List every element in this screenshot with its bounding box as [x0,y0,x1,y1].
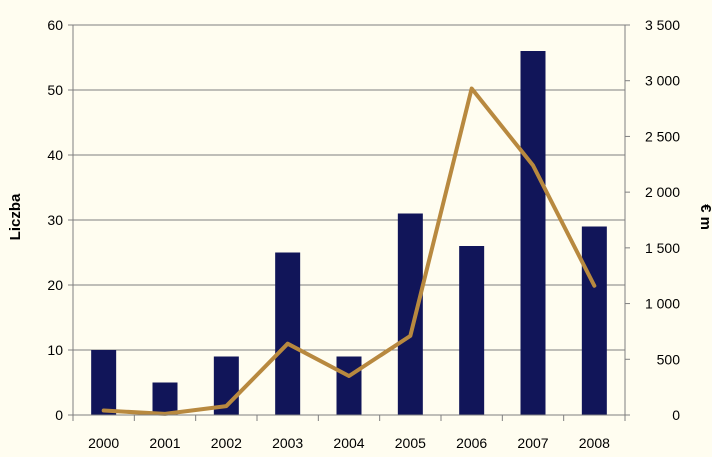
y-left-tick-label: 20 [47,277,63,293]
bar-2005 [397,213,423,415]
bar-2007 [520,51,546,415]
x-tick-label: 2007 [517,435,548,451]
bar-series [91,51,607,415]
y-left-tick-label: 60 [47,17,63,33]
x-tick-label: 2000 [88,435,119,451]
bar-2006 [459,246,485,415]
y-right-tick-label: 0 [672,407,680,423]
y-left-tick-label: 10 [47,342,63,358]
y-right-tick-label: 3 000 [645,73,680,89]
y-right-tick-label: 1 500 [645,240,680,256]
y-right-tick-label: 2 500 [645,128,680,144]
bar-2001 [152,382,178,415]
y-right-tick-label: 500 [657,351,681,367]
bar-2003 [275,252,301,415]
x-tick-label: 2008 [579,435,610,451]
x-tick-label: 2006 [456,435,487,451]
line-series [101,86,597,416]
y-right-tick-label: 2 000 [645,184,680,200]
y-axis-right-title: € m [697,204,712,230]
x-tick-label: 2002 [211,435,242,451]
y-right-tick-label: 1 000 [645,296,680,312]
y-left-tick-label: 50 [47,82,63,98]
x-tick-label: 2004 [333,435,364,451]
bar-2004 [336,356,362,415]
x-tick-label: 2005 [395,435,426,451]
x-tick-label: 2003 [272,435,303,451]
x-tick-label: 2001 [149,435,180,451]
y-right-tick-label: 3 500 [645,17,680,33]
bar-2008 [581,226,607,415]
axes: 0 10 20 30 40 50 60 0 500 1 000 1 500 2 000 2 500 3 0… [47,17,680,451]
y-left-tick-label: 30 [47,212,63,228]
bar-2000 [91,350,117,415]
y-left-tick-label: 0 [55,407,63,423]
y-left-tick-label: 40 [47,147,63,163]
y-axis-left-title: Liczba [7,193,24,240]
